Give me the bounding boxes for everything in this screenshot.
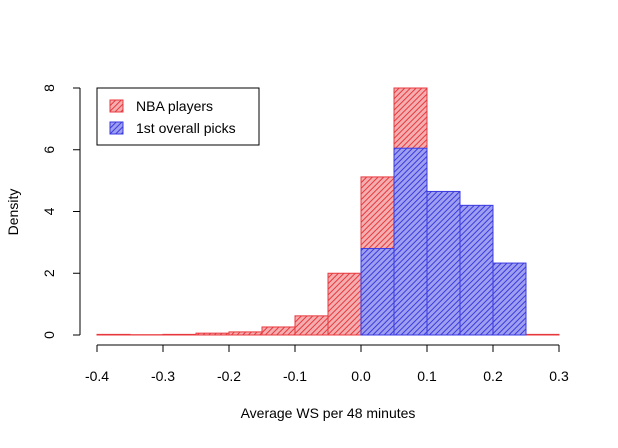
x-tick-label-6: 0.2 (483, 368, 503, 384)
legend-swatch-nba-players (110, 100, 123, 112)
bar-nba-players-4 (229, 332, 262, 335)
legend-box (97, 88, 259, 145)
bar-1st-overall-picks-0 (361, 249, 394, 335)
x-tick-label-5: 0.1 (417, 368, 437, 384)
y-tick-label-0: 0 (41, 331, 57, 339)
x-axis: -0.4 -0.3 -0.2 -0.1 0.0 0.1 0.2 0.3 (85, 345, 569, 384)
bar-nba-players-3 (196, 333, 229, 335)
x-tick-label-0: -0.4 (85, 368, 109, 384)
bar-nba-players-7 (328, 273, 361, 335)
legend-label-nba-players: NBA players (136, 98, 213, 114)
x-tick-label-7: 0.3 (549, 368, 569, 384)
y-axis-label: Density (5, 189, 21, 236)
x-tick-label-1: -0.3 (151, 368, 175, 384)
bar-1st-overall-picks-2 (427, 191, 460, 335)
bar-1st-overall-picks-4 (493, 263, 526, 335)
legend-label-1st-overall-picks: 1st overall picks (136, 120, 236, 136)
bar-1st-overall-picks-3 (460, 205, 493, 335)
x-axis-label: Average WS per 48 minutes (241, 405, 416, 421)
bar-nba-players-0 (97, 334, 130, 335)
y-tick-label-1: 2 (41, 269, 57, 277)
x-tick-label-2: -0.2 (217, 368, 241, 384)
x-tick-label-3: -0.1 (283, 368, 307, 384)
y-tick-label-3: 6 (41, 146, 57, 154)
bar-1st-overall-picks-1 (394, 148, 427, 335)
bar-nba-players-5 (262, 327, 295, 335)
legend-swatch-1st-overall-picks (110, 122, 123, 134)
bar-nba-players-6 (295, 316, 328, 335)
y-tick-label-4: 8 (41, 84, 57, 92)
legend: NBA players 1st overall picks (97, 88, 259, 145)
y-axis: 0 2 4 6 8 (41, 84, 80, 339)
bar-nba-players-2 (163, 334, 196, 335)
x-tick-label-4: 0.0 (351, 368, 371, 384)
y-tick-label-2: 4 (41, 207, 57, 215)
bar-nba-players-13 (526, 334, 559, 335)
